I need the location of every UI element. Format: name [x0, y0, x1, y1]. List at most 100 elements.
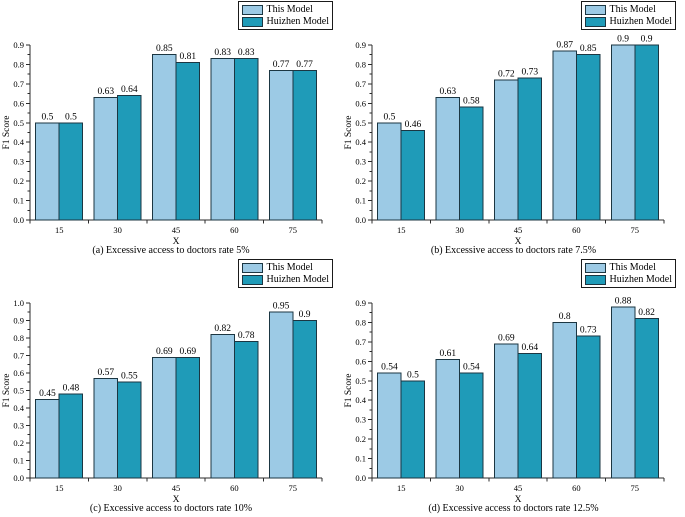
- bar-huizhen-model: [292, 69, 317, 221]
- x-tick-label: 75: [631, 225, 640, 235]
- y-tick-label: 0.4: [13, 403, 24, 413]
- y-tick-label: 0.1: [13, 456, 24, 466]
- y-tick-label: 0.2: [355, 176, 366, 186]
- bar-value-label: 0.54: [463, 363, 480, 373]
- y-axis-title: F1 Score: [2, 115, 12, 149]
- bar-value-label: 0.83: [238, 48, 255, 58]
- y-tick-label: 0.3: [13, 421, 24, 431]
- bar-value-label: 0.61: [440, 349, 457, 359]
- bar-this-model: [552, 321, 577, 479]
- bar-value-label: 0.77: [296, 60, 313, 70]
- legend: This Model Huizhen Model: [580, 1, 676, 30]
- bar-huizhen-model: [233, 58, 259, 221]
- bar-this-model: [35, 398, 60, 479]
- bar-value-label: 0.85: [580, 44, 597, 54]
- y-tick-label: 0.4: [355, 395, 366, 405]
- bar-huizhen-model: [117, 381, 142, 479]
- y-tick-label: 0.0: [355, 473, 366, 483]
- bar-value-label: 0.63: [98, 87, 115, 97]
- legend-label: Huizhen Model: [609, 274, 673, 285]
- chart-caption-a: (a) Excessive access to doctors rate 5%: [92, 245, 250, 256]
- x-tick-label: 60: [572, 225, 581, 235]
- chart-caption-c: (c) Excessive access to doctors rate 10%: [89, 503, 253, 514]
- legend-swatch-huizhen-model-icon: [241, 16, 263, 27]
- bar-this-model: [152, 356, 177, 479]
- bar-value-label: 0.69: [498, 333, 515, 343]
- y-tick-label: 0.9: [13, 316, 24, 326]
- x-tick-label: 15: [55, 483, 64, 493]
- y-tick-label: 0.9: [355, 40, 366, 50]
- bar-this-model: [494, 79, 519, 221]
- bar-value-label: 0.81: [179, 52, 196, 62]
- bar-huizhen-model: [233, 341, 259, 479]
- bar-huizhen-model: [634, 44, 659, 221]
- bar-this-model: [377, 372, 402, 479]
- bar-this-model: [268, 69, 294, 221]
- y-tick-label: 0.2: [13, 438, 24, 448]
- bar-chart-b: 0.0 0.1 0.2 0.3 0.4 0.5 0.6 0.7 0.8 0.9 15 30 45 60 75…: [344, 35, 665, 244]
- bar-value-label: 0.83: [214, 48, 231, 58]
- x-tick-label: 15: [397, 225, 406, 235]
- y-tick-label: 0.8: [355, 317, 366, 327]
- bar-value-label: 0.69: [156, 347, 173, 357]
- bar-value-label: 0.77: [273, 60, 290, 70]
- x-tick-label: 15: [55, 225, 64, 235]
- bar-value-label: 0.48: [63, 384, 80, 394]
- bar-value-label: 0.82: [638, 308, 655, 318]
- x-tick-label: 45: [514, 483, 523, 493]
- legend: This Model Huizhen Model: [580, 259, 676, 288]
- bar-value-label: 0.69: [179, 347, 196, 357]
- bar-this-model: [35, 122, 60, 221]
- legend-swatch-huizhen-model-icon: [584, 16, 606, 27]
- y-tick-label: 0.7: [355, 337, 366, 347]
- bar-value-label: 0.73: [521, 68, 538, 78]
- bar-this-model: [494, 343, 519, 479]
- bar-value-label: 0.5: [42, 112, 54, 122]
- legend-swatch-huizhen-model-icon: [584, 274, 606, 285]
- y-tick-label: 0.6: [355, 98, 366, 108]
- legend: This Model Huizhen Model: [237, 1, 333, 30]
- x-axis-title: X: [173, 237, 180, 244]
- legend-item-this-model: This Model: [241, 4, 330, 15]
- bar-value-label: 0.58: [463, 97, 480, 107]
- y-tick-label: 0.5: [13, 386, 24, 396]
- bar-huizhen-model: [517, 353, 542, 479]
- legend-item-huizhen-model: Huizhen Model: [241, 16, 330, 27]
- y-tick-label: 0.1: [13, 196, 24, 206]
- bar-this-model: [268, 311, 294, 479]
- bar-huizhen-model: [400, 380, 426, 479]
- bar-this-model: [552, 50, 577, 221]
- legend-label: This Model: [609, 4, 656, 15]
- legend-label: This Model: [266, 4, 313, 15]
- bar-huizhen-model: [575, 54, 601, 221]
- chart-panel-a: This Model Huizhen Model 0.0 0.1 0.2 0.3 0.4…: [0, 0, 342, 258]
- x-tick-label: 60: [230, 483, 239, 493]
- y-tick-label: 0.0: [13, 473, 24, 483]
- x-tick-label: 30: [455, 483, 464, 493]
- bar-value-label: 0.9: [641, 35, 653, 45]
- legend-label: Huizhen Model: [266, 16, 330, 27]
- legend-label: Huizhen Model: [266, 274, 330, 285]
- y-tick-label: 0.1: [355, 454, 366, 464]
- bar-value-label: 0.85: [156, 44, 173, 54]
- bar-this-model: [610, 306, 636, 479]
- bar-this-model: [210, 334, 235, 479]
- legend-item-this-model: This Model: [584, 262, 673, 273]
- bar-huizhen-model: [175, 356, 200, 479]
- x-tick-label: 45: [172, 225, 181, 235]
- y-tick-label: 0.5: [355, 376, 366, 386]
- legend-item-this-model: This Model: [241, 262, 330, 273]
- y-tick-label: 0.0: [13, 215, 24, 225]
- x-tick-label: 75: [289, 225, 298, 235]
- legend-item-this-model: This Model: [584, 4, 673, 15]
- x-axis-title: X: [515, 237, 522, 244]
- x-tick-label: 45: [172, 483, 181, 493]
- y-tick-label: 0.0: [355, 215, 366, 225]
- x-tick-label: 60: [230, 225, 239, 235]
- x-tick-label: 15: [397, 483, 406, 493]
- bar-value-label: 0.73: [580, 326, 597, 336]
- bar-value-label: 0.5: [384, 112, 396, 122]
- x-tick-label: 30: [113, 225, 122, 235]
- legend-swatch-this-model-icon: [241, 262, 263, 273]
- x-tick-label: 45: [514, 225, 523, 235]
